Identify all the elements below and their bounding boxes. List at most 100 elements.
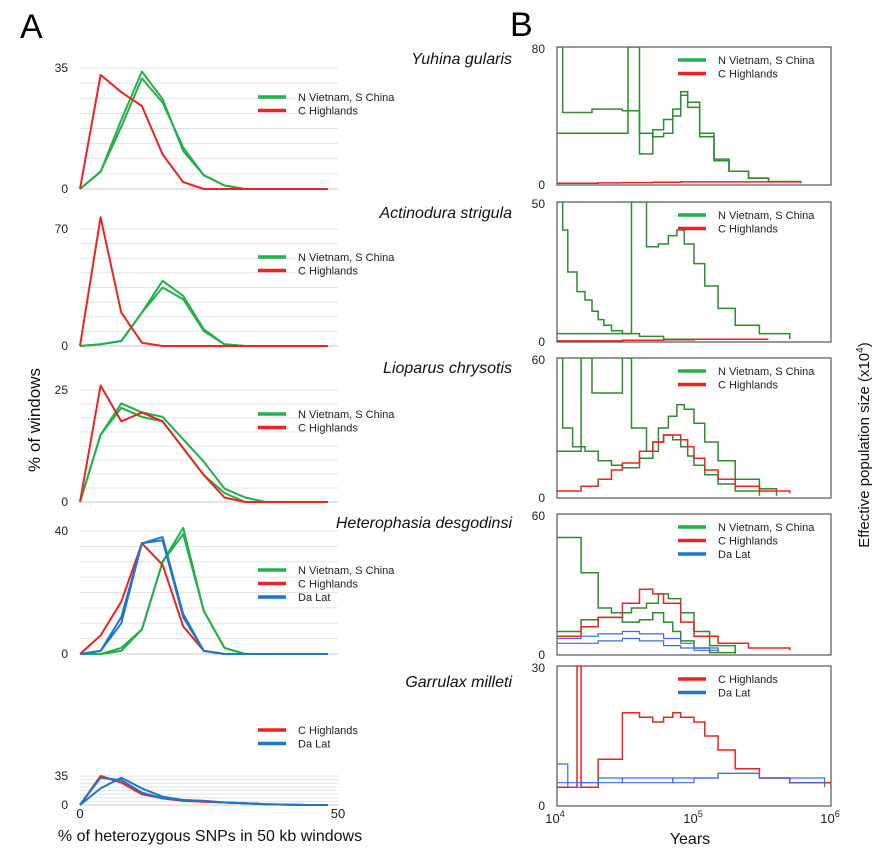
chart-a-heterophasia-desgodinsi-series-da-lat-4 [79,536,328,655]
chart-a-heterophasia-desgodinsi-series-c-highlands-2 [79,542,328,655]
chart-a-heterophasia-desgodinsi-legend-label-da-lat: Da Lat [298,592,330,604]
chart-b-actinodura-strigula-frame [556,201,832,343]
chart-b-actinodura-strigula-series-n-vietnam-s-china-1 [557,202,791,340]
chart-b-garrulax-milleti: 0 30 C Highlands Da Lat [532,661,832,813]
chart-a-garrulax-milleti-legend-label-da-lat: Da Lat [298,739,330,751]
chart-b-yuhina-gularis-legend-label-c-highlands: C Highlands [718,69,778,81]
chart-a-yuhina-gularis-series-n-vietnam-s-china-0 [79,77,328,190]
chart-a-garrulax-milleti-y-tick-0: 0 [61,798,68,812]
chart-b-garrulax-milleti-y-tick-0: 0 [538,799,545,813]
chart-a-lioparus-chrysotis-y-tick-max: 25 [55,383,69,397]
chart-b-lioparus-chrysotis-legend-label-n-vietnam-s-china: N Vietnam, S China [718,366,815,378]
chart-b-actinodura-strigula-series-group [557,202,791,342]
chart-a-yuhina-gularis: Yuhina gularis 0 35 N Vietnam, S China C Hig… [55,51,512,196]
chart-b-heterophasia-desgodinsi-series-group [557,536,791,654]
chart-a-yuhina-gularis-y-tick-max: 35 [55,61,69,75]
chart-b-lioparus-chrysotis-y-tick-0: 0 [538,491,545,505]
chart-a-heterophasia-desgodinsi-legend-label-c-highlands: C Highlands [298,579,358,591]
chart-a-actinodura-strigula-series-c-highlands-2 [79,216,328,347]
chart-b-garrulax-milleti-y-tick-max: 30 [532,661,546,675]
chart-a-heterophasia-desgodinsi-legend-label-n-vietnam-s-china: N Vietnam, S China [298,565,395,577]
chart-b-yuhina-gularis: 0 80 N Vietnam, S China C Highlands [532,42,832,192]
chart-b-heterophasia-desgodinsi-legend-label-c-highlands: C Highlands [718,536,778,548]
chart-a-actinodura-strigula-y-tick-0: 0 [61,339,68,353]
chart-a-yuhina-gularis-legend-label-c-highlands: C Highlands [298,106,358,118]
chart-b-lioparus-chrysotis-frame [556,357,832,499]
chart-a-lioparus-chrysotis-y-tick-0: 0 [61,495,68,509]
chart-b-heterophasia-desgodinsi-y-tick-max: 60 [532,509,546,523]
chart-b-heterophasia-desgodinsi-legend-label-n-vietnam-s-china: N Vietnam, S China [718,522,815,534]
chart-b-garrulax-milleti-series-da-lat-2 [557,772,826,784]
chart-b-actinodura-strigula-series-n-vietnam-s-china-0 [557,202,695,341]
chart-b-yuhina-gularis-series-c-highlands-2 [557,181,801,185]
a-y-axis-label: % of windows [25,368,44,472]
chart-a-garrulax-milleti-series-da-lat-2 [79,776,328,806]
chart-a-garrulax-milleti-species-title: Garrulax milleti [405,674,512,691]
chart-b-yuhina-gularis-frame [556,46,832,186]
panel-label-b: B [510,6,533,44]
chart-a-lioparus-chrysotis-species-title: Lioparus chrysotis [383,360,512,377]
chart-a-actinodura-strigula-legend-label-c-highlands: C Highlands [298,266,358,278]
chart-b-heterophasia-desgodinsi-frame [556,513,832,656]
a-x-tick-0: 0 [76,806,83,821]
chart-b-yuhina-gularis-legend-label-n-vietnam-s-china: N Vietnam, S China [718,55,815,67]
chart-a-yuhina-gularis-y-tick-0: 0 [61,182,68,196]
chart-b-heterophasia-desgodinsi-series-da-lat-3 [557,630,719,653]
chart-a-heterophasia-desgodinsi-species-title: Heterophasia desgodinsi [336,515,513,532]
chart-b-lioparus-chrysotis-series-c-highlands-2 [557,434,791,494]
chart-b-lioparus-chrysotis-y-tick-max: 60 [532,353,546,367]
chart-b-yuhina-gularis-series-n-vietnam-s-china-0 [557,47,802,184]
chart-b-lioparus-chrysotis-legend-label-c-highlands: C Highlands [718,380,778,392]
chart-a-garrulax-milleti-legend-label-c-highlands: C Highlands [298,725,358,737]
chart-a-yuhina-gularis-legend-label-n-vietnam-s-china: N Vietnam, S China [298,92,395,104]
chart-b-lioparus-chrysotis-series-group [557,358,791,496]
chart-a-lioparus-chrysotis-legend-label-c-highlands: C Highlands [298,423,358,435]
chart-b-actinodura-strigula-series-c-highlands-2 [557,338,769,342]
b-y-axis-label: Effective population size (x104) [855,342,873,547]
chart-a-heterophasia-desgodinsi: Heterophasia desgodinsi 0 40 N Vietnam, S C… [55,515,513,661]
chart-a-garrulax-milleti-y-tick-max: 35 [55,769,69,783]
chart-b-heterophasia-desgodinsi-y-tick-0: 0 [538,648,545,662]
chart-a-garrulax-milleti: Garrulax milleti 0 35 C Highlands Da Lat [55,674,513,812]
chart-b-garrulax-milleti-series-group [557,666,831,789]
chart-a-actinodura-strigula: Actinodura strigula 0 70 N Vietnam, S China… [55,205,512,353]
chart-b-garrulax-milleti-legend-label-da-lat: Da Lat [718,688,750,700]
a-x-tick-50: 50 [331,806,345,821]
chart-b-yuhina-gularis-y-tick-0: 0 [538,178,545,192]
panel-label-a: A [20,8,43,46]
chart-b-actinodura-strigula: 0 50 N Vietnam, S China C Highlands [532,197,832,349]
b-x-axis-label: Years [670,831,710,848]
chart-b-actinodura-strigula-y-tick-max: 50 [532,197,546,211]
chart-a-lioparus-chrysotis: Lioparus chrysotis 0 25 N Vietnam, S China C… [55,360,512,509]
chart-a-yuhina-gularis-species-title: Yuhina gularis [411,51,512,68]
chart-a-heterophasia-desgodinsi-series-da-lat-3 [79,539,328,655]
chart-b-lioparus-chrysotis-series-n-vietnam-s-china-1 [557,358,778,496]
chart-b-heterophasia-desgodinsi-series-c-highlands-2 [557,588,791,651]
chart-b-yuhina-gularis-series-group [557,47,802,185]
chart-a-actinodura-strigula-y-tick-max: 70 [55,222,69,236]
chart-a-actinodura-strigula-species-title: Actinodura strigula [378,205,512,222]
chart-b-garrulax-milleti-frame [556,665,832,807]
charts-layer: Yuhina gularis 0 35 N Vietnam, S China C Hig… [55,42,832,813]
b-x-tick-1e6: 106 [820,809,839,826]
chart-b-lioparus-chrysotis: 0 60 N Vietnam, S China C Highlands [532,353,832,505]
chart-a-yuhina-gularis-series-c-highlands-2 [79,73,328,190]
chart-a-heterophasia-desgodinsi-y-tick-max: 40 [55,524,69,538]
chart-b-actinodura-strigula-y-tick-0: 0 [538,335,545,349]
chart-b-heterophasia-desgodinsi-series-n-vietnam-s-china-0 [557,536,736,653]
chart-b-heterophasia-desgodinsi-legend-label-da-lat: Da Lat [718,549,750,561]
chart-a-heterophasia-desgodinsi-series-n-vietnam-s-china-0 [80,533,328,655]
chart-a-actinodura-strigula-legend-label-n-vietnam-s-china: N Vietnam, S China [298,252,395,264]
chart-a-lioparus-chrysotis-series-c-highlands-2 [79,384,328,503]
chart-b-garrulax-milleti-legend-label-c-highlands: C Highlands [718,674,778,686]
chart-b-actinodura-strigula-legend-label-c-highlands: C Highlands [718,224,778,236]
chart-a-lioparus-chrysotis-legend-label-n-vietnam-s-china: N Vietnam, S China [298,409,395,421]
chart-b-yuhina-gularis-series-n-vietnam-s-china-1 [557,47,802,184]
b-x-tick-1e5: 105 [683,809,702,826]
chart-b-garrulax-milleti-series-c-highlands-0 [557,666,831,789]
b-x-tick-1e4: 104 [545,809,564,826]
chart-b-heterophasia-desgodinsi-series-da-lat-4 [557,637,719,653]
a-x-axis-label: % of heterozygous SNPs in 50 kb windows [58,828,362,845]
